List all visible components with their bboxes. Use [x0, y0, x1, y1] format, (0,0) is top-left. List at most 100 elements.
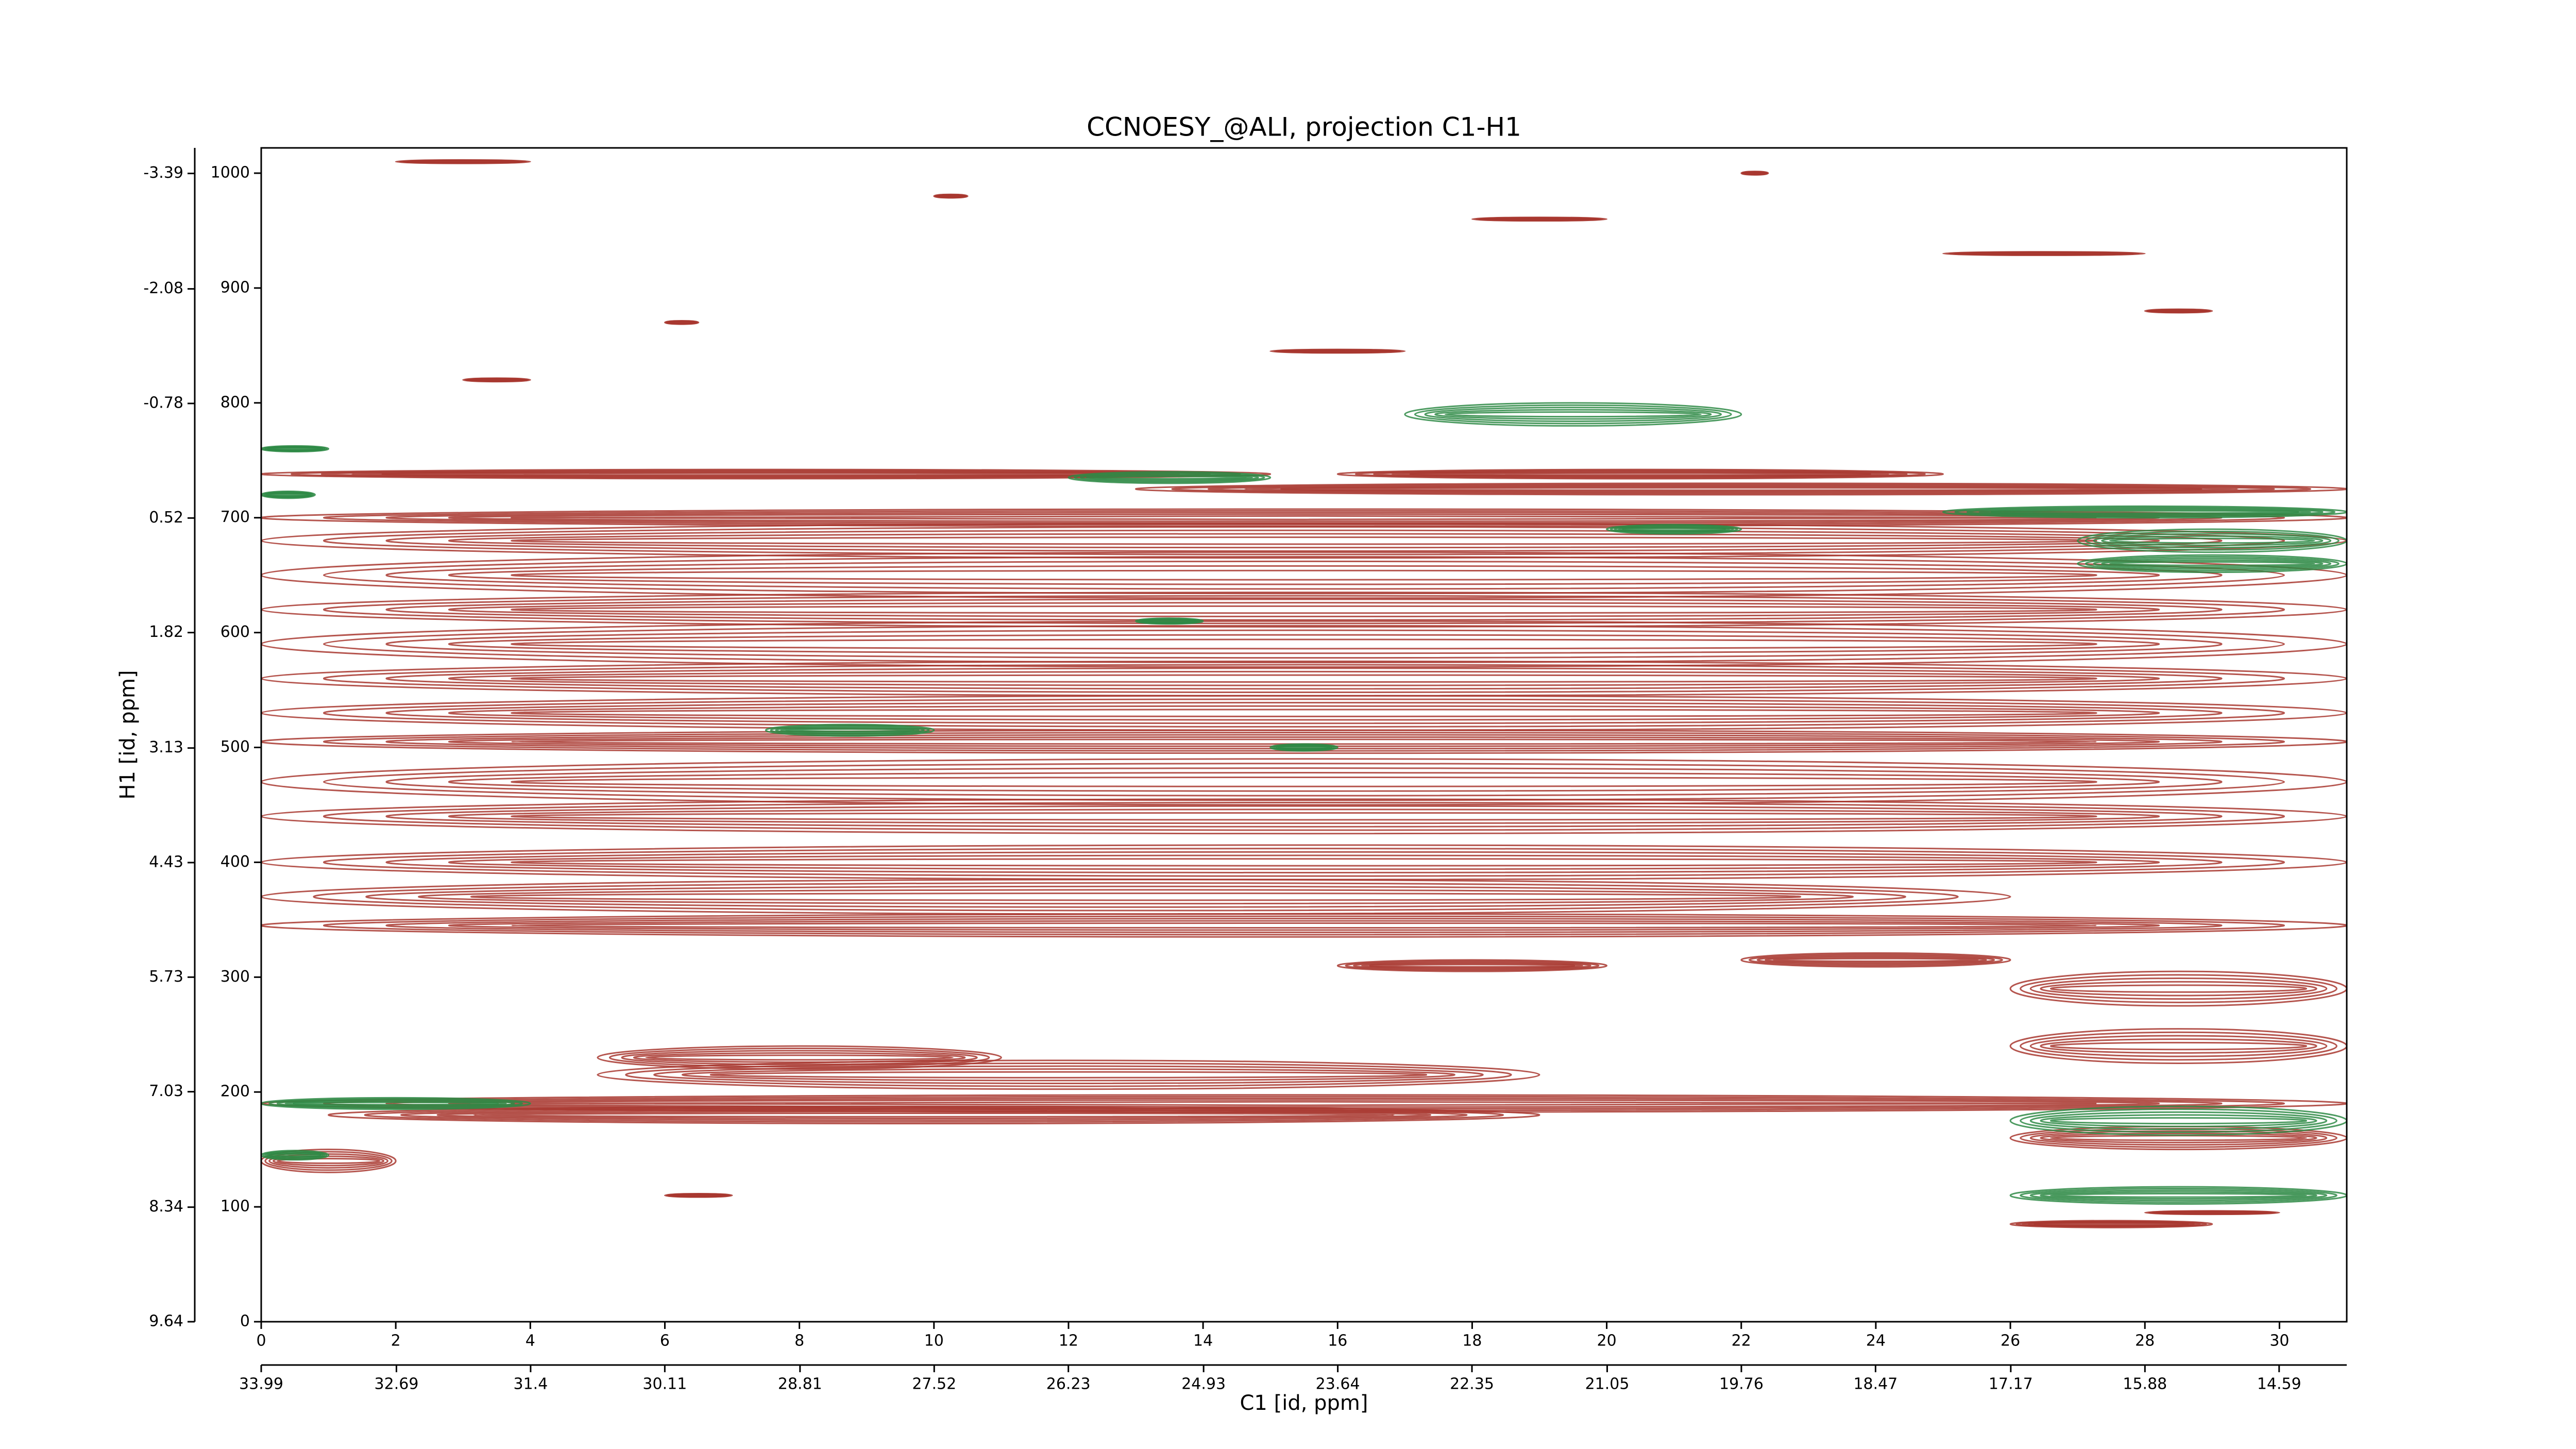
y-axis-label: H1 [id, ppm] — [116, 670, 140, 799]
contour-ring — [313, 882, 1959, 912]
plot-frame — [260, 147, 2348, 1323]
contour-ring — [261, 798, 2347, 835]
contour-ring — [1336, 959, 1608, 972]
contour-ring — [266, 1152, 324, 1158]
contour-ring — [1373, 470, 1908, 478]
y-tick-label: 400 — [221, 853, 250, 871]
y-tick-label: 0 — [240, 1312, 250, 1330]
contour-ring — [1208, 484, 2275, 494]
contour-ring — [1606, 524, 1742, 535]
y2-tick-label: 0.52 — [149, 509, 183, 527]
contour-ring — [785, 728, 915, 732]
contour-ring — [2029, 1111, 2328, 1131]
contour-ring — [1086, 474, 1253, 481]
contour-ring — [1978, 509, 2311, 515]
x2-tick-label: 27.52 — [912, 1375, 956, 1393]
contour-ring — [709, 1071, 1428, 1079]
chart-title: CCNOESY_@ALI, projection C1-H1 — [1087, 112, 1521, 142]
x2-tick-label: 23.64 — [1316, 1375, 1360, 1393]
contour-ring — [2020, 974, 2337, 1003]
contour-ring — [1954, 507, 2335, 517]
contour-ring — [1614, 526, 1734, 533]
x-tick-label: 24 — [1866, 1332, 1886, 1350]
y2-tick-label: 3.13 — [149, 738, 183, 756]
x2-tick-label: 22.35 — [1450, 1375, 1494, 1393]
contour-ring — [1967, 508, 2324, 516]
contour-ring — [268, 447, 321, 450]
x-tick-label: 12 — [1059, 1332, 1078, 1350]
y-tick-label: 800 — [221, 393, 250, 411]
contour-ring — [1991, 510, 2299, 514]
contour-ring — [2093, 533, 2332, 549]
x-tick-label: 22 — [1732, 1332, 1751, 1350]
x2-tick-label: 21.05 — [1585, 1375, 1630, 1393]
y2-tick-label: 7.03 — [149, 1082, 183, 1100]
x2-tick-label: 15.88 — [2123, 1375, 2167, 1393]
contour-ring — [411, 160, 515, 163]
contour-ring — [633, 1052, 966, 1063]
contour-ring — [323, 802, 2285, 831]
contour-ring — [1622, 527, 1726, 531]
contour-ring — [1361, 963, 1584, 969]
y2-tick-label: 9.64 — [149, 1312, 183, 1330]
contour-ring — [2077, 528, 2347, 553]
contour-ring — [1756, 955, 1995, 965]
contour-ring — [1079, 473, 1259, 482]
contour-ring — [276, 1157, 381, 1164]
x2-tick-label: 14.59 — [2257, 1375, 2301, 1393]
contour-ring — [1414, 404, 1732, 425]
contour-ring — [1135, 482, 2347, 496]
contour-ring — [385, 560, 2223, 590]
contour-ring — [448, 1099, 2160, 1108]
contour-ring — [276, 1099, 515, 1108]
contour-ring — [448, 670, 2160, 686]
x2-tick-label: 26.23 — [1046, 1375, 1091, 1393]
contour-ring — [511, 922, 2097, 929]
x2-tick-label: 33.99 — [239, 1375, 283, 1393]
contour-ring — [385, 598, 2223, 621]
contour-ring — [448, 854, 2160, 870]
contour-ring — [323, 664, 2285, 694]
contour-ring — [385, 529, 2223, 552]
contour-ring — [1092, 475, 1247, 480]
contour-ring — [511, 605, 2097, 614]
contour-ring — [2101, 535, 2324, 546]
contour-ring — [1369, 964, 1575, 968]
contour-ring — [323, 556, 2285, 595]
contour-ring — [323, 510, 2285, 526]
contour-ring — [621, 1050, 978, 1066]
contour-ring — [2084, 530, 2340, 551]
contour-ring — [2160, 1211, 2264, 1214]
contour-ring — [436, 1110, 1431, 1119]
contour-ring — [2049, 1041, 2308, 1051]
x-tick-label: 18 — [1462, 1332, 1482, 1350]
contour-ring — [323, 595, 2285, 625]
contour-ring — [364, 1107, 1504, 1123]
contour-ring — [268, 1098, 523, 1109]
contour-ring — [2109, 561, 2315, 566]
contour-ring — [385, 702, 2223, 724]
contour-ring — [365, 885, 1906, 908]
contour-ring — [2029, 1189, 2328, 1202]
contour-ring — [2040, 1132, 2317, 1143]
y2-tick-label: 4.43 — [149, 853, 183, 871]
contour-ring — [385, 918, 2223, 933]
contour-ring — [1434, 409, 1712, 420]
contour-ring — [2033, 1222, 2189, 1226]
contour-ring — [261, 758, 2347, 806]
y-tick-label: 100 — [221, 1198, 250, 1216]
contour-ring — [653, 1065, 1484, 1084]
contour-ring — [261, 592, 2347, 628]
contour-ring — [264, 1151, 326, 1159]
x-axis-label: C1 [id, ppm] — [1240, 1391, 1368, 1415]
contour-ring — [2077, 554, 2347, 574]
contour-ring — [2040, 1114, 2317, 1127]
contour-ring — [1444, 411, 1702, 418]
x-tick-label: 6 — [660, 1332, 670, 1350]
contour-ring — [448, 565, 2160, 585]
contour-ring — [448, 920, 2160, 931]
y-tick-label: 700 — [221, 508, 250, 526]
contour-ring — [1967, 252, 2122, 255]
